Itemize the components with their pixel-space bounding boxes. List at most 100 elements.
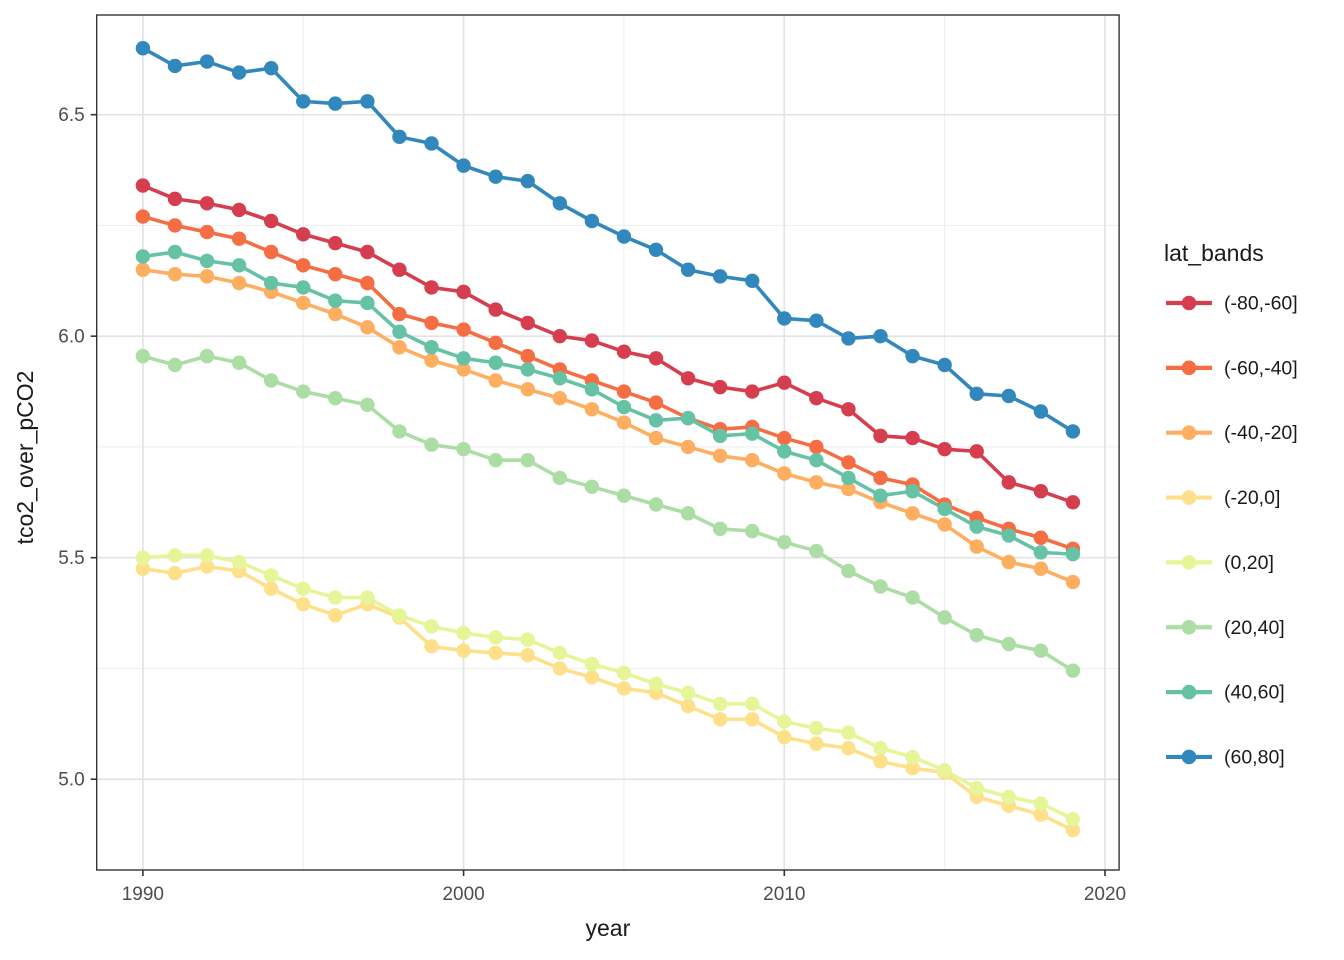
data-point <box>712 379 728 395</box>
series-points-(60,80] <box>135 41 1081 439</box>
data-point <box>552 645 567 661</box>
data-point <box>392 608 407 623</box>
data-point <box>424 136 439 151</box>
series-points-(0,20] <box>135 548 1081 827</box>
data-point <box>328 608 343 623</box>
data-point <box>584 213 600 229</box>
series-points-(20,40] <box>135 348 1081 678</box>
data-point <box>584 479 600 495</box>
panel-border <box>95 14 1120 871</box>
data-point <box>616 488 632 503</box>
data-point <box>809 721 824 736</box>
data-point <box>328 266 343 282</box>
data-point <box>167 565 183 581</box>
data-point <box>360 397 375 413</box>
x-axis: 1990 2000 2010 2020 <box>122 870 1126 905</box>
data-point <box>841 481 856 497</box>
data-point <box>584 656 600 672</box>
data-point <box>360 295 375 311</box>
legend-item-(40,60]: (40,60] <box>1166 682 1285 704</box>
data-point <box>296 258 311 273</box>
data-point <box>231 258 247 273</box>
data-point <box>712 428 728 444</box>
data-point <box>584 382 600 397</box>
data-point <box>328 590 343 605</box>
data-point <box>745 696 760 712</box>
data-point <box>712 269 728 284</box>
data-point <box>712 696 728 712</box>
data-point <box>328 390 343 406</box>
data-point <box>199 348 215 364</box>
data-point <box>1065 663 1081 678</box>
y-tick-label: 6.0 <box>58 327 84 348</box>
data-point <box>552 470 567 486</box>
data-point <box>135 561 151 576</box>
data-point <box>552 328 567 344</box>
data-point <box>841 331 856 346</box>
data-point <box>1065 574 1081 590</box>
data-point <box>552 371 567 386</box>
data-point <box>1033 530 1049 545</box>
data-point <box>841 402 856 417</box>
data-point <box>520 173 535 189</box>
data-point <box>552 661 567 676</box>
data-point <box>488 645 503 661</box>
data-point <box>167 244 183 260</box>
data-point <box>456 362 471 377</box>
data-point <box>648 242 664 257</box>
plot-panel <box>96 15 1120 870</box>
data-point <box>680 685 696 700</box>
data-point <box>648 497 664 512</box>
data-point <box>1001 789 1016 805</box>
legend-key-point <box>1181 425 1197 441</box>
data-point <box>135 550 151 565</box>
data-point <box>424 340 439 355</box>
data-point <box>488 453 503 468</box>
data-point <box>712 448 728 463</box>
data-point <box>424 280 439 295</box>
data-point <box>424 315 439 331</box>
data-point <box>328 96 343 111</box>
data-point <box>1033 404 1049 419</box>
data-point <box>809 453 824 468</box>
data-point <box>969 444 984 459</box>
data-point <box>648 351 664 366</box>
data-point <box>167 548 183 563</box>
data-point <box>199 253 215 269</box>
data-point <box>680 698 696 714</box>
data-point <box>1033 484 1049 499</box>
data-point <box>937 517 952 532</box>
data-point <box>841 455 856 470</box>
data-point <box>456 351 471 366</box>
legend-item-(-60,-40]: (-60,-40] <box>1166 357 1298 379</box>
legend: lat_bands (-80,-60] (-60,-40] (-40,-20] (-20… <box>1164 240 1298 768</box>
data-point <box>456 643 471 658</box>
data-point <box>424 619 439 634</box>
data-point <box>199 224 215 240</box>
legend-item-label: (-20,0] <box>1224 487 1280 509</box>
data-point <box>424 437 439 452</box>
data-point <box>969 519 984 534</box>
legend-item-label: (-80,-60] <box>1224 293 1298 315</box>
data-point <box>552 390 567 406</box>
data-point <box>841 740 856 756</box>
data-point <box>841 725 856 740</box>
data-point <box>263 275 279 291</box>
x-tick-label: 2010 <box>763 884 805 905</box>
data-point <box>1001 388 1016 404</box>
data-point <box>360 244 375 260</box>
data-point <box>777 311 792 326</box>
legend-item-(-40,-20]: (-40,-20] <box>1166 422 1298 444</box>
data-point <box>135 41 151 56</box>
data-point <box>841 563 856 579</box>
data-point <box>360 320 375 335</box>
data-point <box>680 262 696 277</box>
data-point <box>520 315 535 331</box>
data-point <box>712 712 728 727</box>
data-point <box>263 373 279 388</box>
data-point <box>777 444 792 459</box>
data-point <box>937 610 952 625</box>
legend-item-label: (-60,-40] <box>1224 357 1298 379</box>
data-point <box>296 295 311 311</box>
